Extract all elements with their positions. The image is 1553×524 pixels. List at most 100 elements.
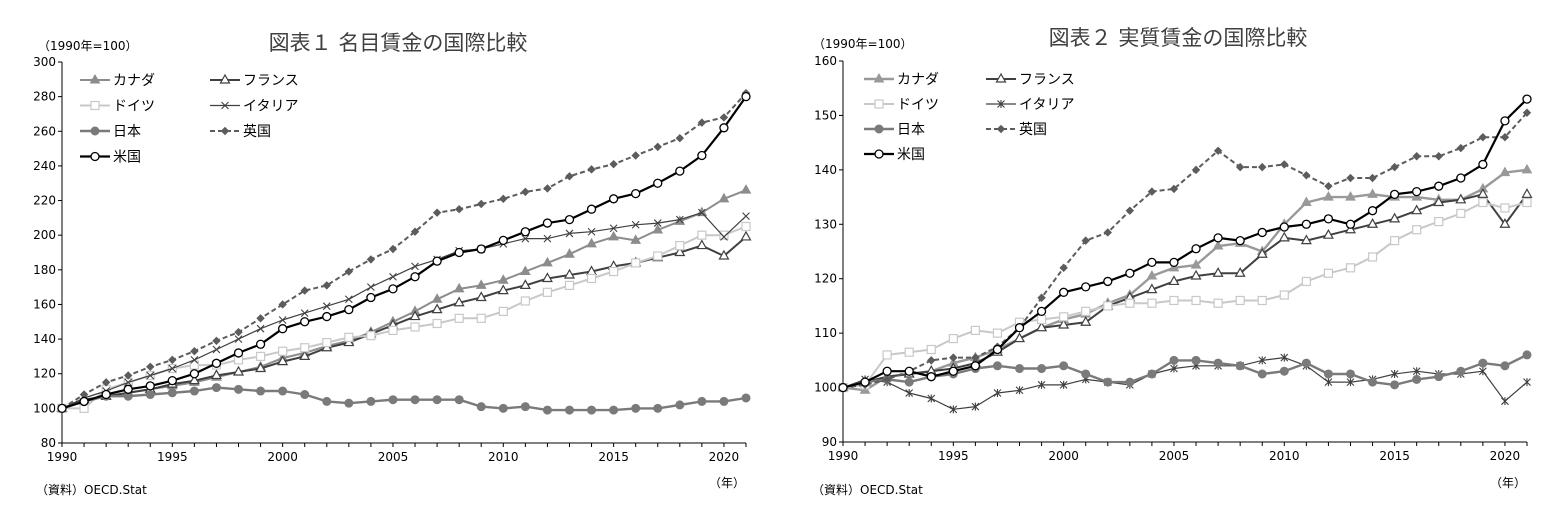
data-point — [971, 353, 980, 362]
data-point — [1367, 206, 1378, 216]
data-point — [1059, 380, 1068, 389]
data-point — [1258, 162, 1267, 172]
data-point — [409, 310, 421, 321]
data-point — [1501, 397, 1509, 406]
x-axis-label: （年） — [1490, 476, 1526, 490]
x-tick-label: 2000 — [1048, 449, 1079, 463]
data-point — [498, 235, 508, 246]
chart-nominal: 図表１ 名目賃金の国際比較 （1990年=100） （資料）OECD.Stat （年）… — [33, 31, 752, 497]
data-point — [1478, 197, 1488, 208]
data-point — [300, 343, 310, 353]
data-point — [1389, 212, 1401, 223]
data-point — [1168, 275, 1180, 286]
data-point — [499, 194, 508, 204]
legend-label: 米国 — [113, 150, 141, 166]
x-tick-label: 2020 — [709, 450, 740, 464]
data-point — [696, 239, 708, 250]
data-point — [926, 344, 936, 355]
series-line — [842, 168, 1528, 392]
legend-marker — [874, 99, 884, 109]
data-point — [1125, 268, 1135, 278]
data-point — [1015, 364, 1025, 374]
data-point — [145, 390, 155, 400]
data-point — [1280, 160, 1289, 169]
chart-title: 図表２ 実質賃金の国際比較 — [1049, 26, 1308, 50]
data-point — [454, 247, 464, 258]
data-point — [1323, 369, 1333, 379]
data-point — [277, 324, 288, 334]
data-point — [992, 328, 1003, 338]
data-point — [675, 215, 684, 224]
data-point — [675, 400, 685, 410]
data-point — [697, 208, 706, 217]
data-point — [970, 325, 980, 336]
y-tick-label: 130 — [814, 217, 837, 231]
data-point — [718, 249, 730, 260]
data-point — [145, 381, 155, 391]
data-point — [256, 386, 266, 396]
data-point — [366, 396, 376, 406]
data-point — [1499, 166, 1511, 177]
data-point — [631, 188, 641, 199]
data-point — [322, 337, 332, 348]
data-point — [521, 234, 530, 243]
data-point — [741, 221, 751, 232]
data-point — [1125, 377, 1135, 387]
data-point — [1014, 323, 1025, 333]
data-point — [322, 302, 331, 311]
series-2 — [57, 221, 751, 413]
data-point — [344, 295, 353, 304]
data-point — [675, 240, 685, 251]
data-point — [189, 386, 199, 396]
data-point — [587, 405, 597, 415]
data-point — [653, 142, 662, 152]
x-axis-label: （年） — [709, 476, 745, 490]
y-tick-label: 180 — [33, 263, 56, 277]
series-line — [61, 386, 747, 412]
data-point — [904, 347, 914, 357]
y-tick-label: 160 — [33, 297, 56, 311]
data-point — [1256, 247, 1268, 258]
legend-label: 英国 — [243, 123, 271, 140]
data-point — [1521, 163, 1533, 174]
data-point — [653, 219, 662, 227]
data-point — [1345, 191, 1356, 201]
data-point — [1125, 298, 1135, 308]
y-tick-label: 280 — [33, 90, 56, 104]
data-point — [992, 361, 1002, 371]
data-point — [1191, 165, 1201, 175]
data-point — [1235, 235, 1245, 246]
data-point — [1411, 204, 1423, 215]
data-point — [432, 318, 442, 329]
data-point — [79, 396, 89, 407]
data-point — [586, 204, 597, 214]
data-point — [1169, 184, 1179, 194]
data-point — [609, 266, 619, 277]
data-point — [564, 280, 575, 291]
legend-label: ドイツ — [897, 97, 939, 113]
data-point — [1478, 132, 1488, 142]
data-point — [1412, 152, 1421, 161]
y-tick-label: 150 — [814, 108, 837, 122]
data-point — [741, 91, 751, 102]
data-point — [278, 316, 287, 324]
series-2 — [838, 197, 1532, 393]
data-point — [675, 133, 685, 143]
data-point — [388, 244, 398, 254]
data-point — [1390, 162, 1399, 172]
data-point — [255, 362, 267, 373]
data-point — [411, 262, 419, 271]
legend-item: ドイツ — [864, 97, 939, 113]
series-3 — [58, 208, 750, 413]
data-point — [1036, 314, 1047, 325]
data-point — [1456, 366, 1466, 376]
legend-label: イタリア — [243, 99, 298, 115]
y-tick-label: 100 — [33, 401, 56, 415]
data-point — [1412, 225, 1422, 235]
data-point — [1345, 219, 1356, 229]
chart-title: 図表１ 名目賃金の国際比較 — [269, 31, 528, 55]
data-point — [101, 378, 111, 387]
legend-item: イタリア — [210, 99, 298, 115]
